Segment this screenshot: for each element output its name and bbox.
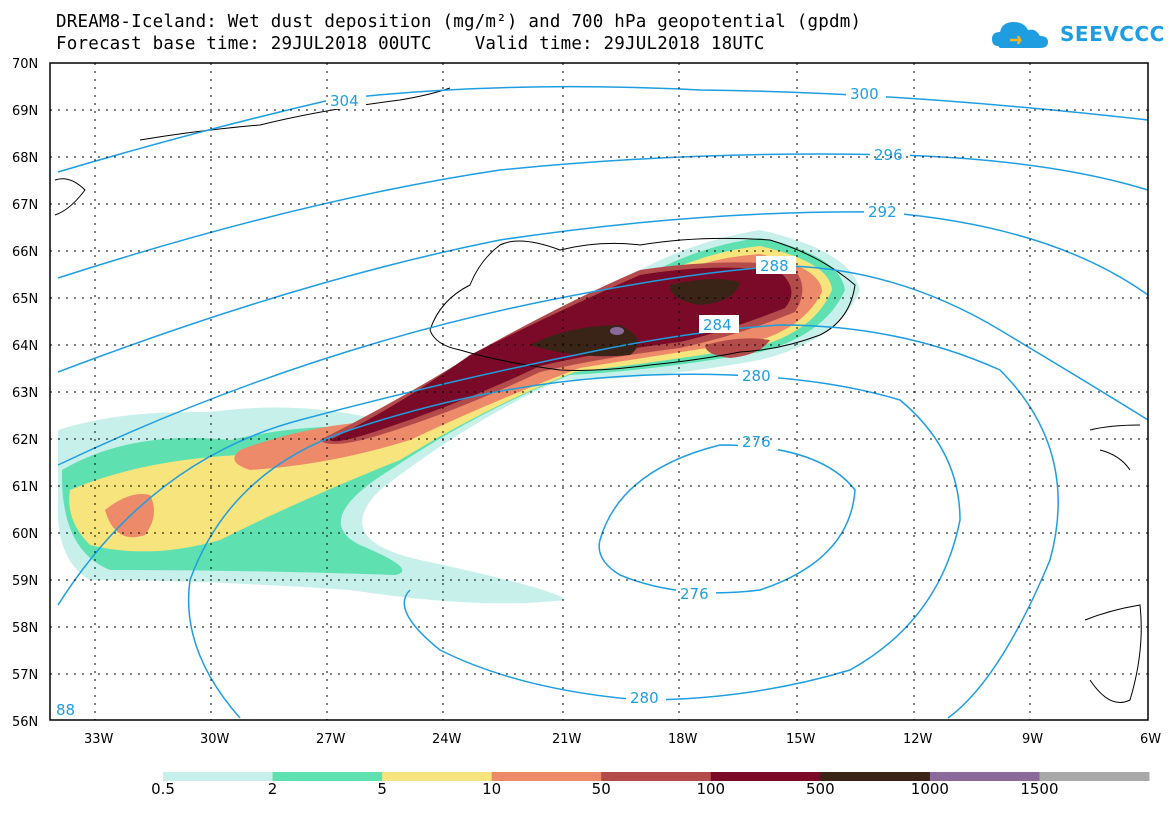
legend-label: 1000 <box>910 780 949 798</box>
svg-text:33W: 33W <box>84 732 114 747</box>
svg-text:280: 280 <box>630 689 659 707</box>
legend-swatch <box>491 772 602 781</box>
svg-text:300: 300 <box>850 85 879 103</box>
legend-swatch <box>929 772 1040 781</box>
svg-text:69N: 69N <box>12 104 38 119</box>
svg-text:292: 292 <box>868 203 897 221</box>
svg-text:62N: 62N <box>12 433 38 448</box>
legend-label: 0.5 <box>151 780 175 798</box>
legend-label: 100 <box>696 780 726 798</box>
svg-text:24W: 24W <box>432 732 462 747</box>
legend-swatch <box>382 772 493 781</box>
svg-text:27W: 27W <box>316 732 346 747</box>
svg-text:65N: 65N <box>12 292 38 307</box>
svg-text:70N: 70N <box>12 57 38 72</box>
legend-swatch <box>163 772 274 781</box>
svg-text:88: 88 <box>56 701 75 719</box>
svg-text:284: 284 <box>703 316 732 334</box>
legend-swatch <box>601 772 712 781</box>
svg-text:30W: 30W <box>200 732 230 747</box>
legend-label: 10 <box>482 780 502 798</box>
legend-label: 1500 <box>1020 780 1059 798</box>
map-subtitle: Forecast base time: 29JUL2018 00UTC Vali… <box>56 34 765 54</box>
svg-text:296: 296 <box>874 146 903 164</box>
legend-swatch <box>1039 772 1150 781</box>
svg-text:64N: 64N <box>12 339 38 354</box>
deposition-plume <box>57 230 860 604</box>
svg-text:276: 276 <box>742 433 771 451</box>
map-title: DREAM8-Iceland: Wet dust deposition (mg/… <box>56 12 862 32</box>
legend-swatch <box>710 772 821 781</box>
gridlines <box>50 63 1148 720</box>
svg-text:21W: 21W <box>552 732 582 747</box>
longitude-labels: 33W 30W 27W 24W 21W 18W 15W 12W 9W 6W <box>84 732 1161 747</box>
svg-text:61N: 61N <box>12 480 38 495</box>
svg-text:57N: 57N <box>12 668 38 683</box>
svg-text:276: 276 <box>680 585 709 603</box>
svg-text:66N: 66N <box>12 245 38 260</box>
svg-text:56N: 56N <box>12 715 38 730</box>
legend-label: 2 <box>267 780 278 798</box>
svg-text:15W: 15W <box>786 732 816 747</box>
contour-labels: 304 300 296 292 288 284 280 276 276 280 … <box>56 84 910 719</box>
svg-text:60N: 60N <box>12 527 38 542</box>
svg-text:68N: 68N <box>12 151 38 166</box>
geopotential-contours <box>57 85 1149 719</box>
legend-label: 50 <box>591 780 611 798</box>
svg-text:9W: 9W <box>1022 732 1043 747</box>
latitude-labels: 70N 69N 68N 67N 66N 65N 64N 63N 62N 61N … <box>12 57 38 730</box>
coastline <box>54 87 1142 703</box>
svg-text:59N: 59N <box>12 574 38 589</box>
svg-text:12W: 12W <box>903 732 933 747</box>
svg-text:304: 304 <box>330 92 359 110</box>
legend-label: 500 <box>806 780 835 798</box>
svg-text:280: 280 <box>742 367 771 385</box>
legend-label: 5 <box>377 780 387 798</box>
legend-swatch <box>272 772 383 781</box>
svg-text:58N: 58N <box>12 621 38 636</box>
svg-text:18W: 18W <box>668 732 698 747</box>
logo-text: SEEVCCC <box>1060 22 1165 46</box>
legend-swatch <box>820 772 931 781</box>
svg-text:67N: 67N <box>12 198 38 213</box>
svg-text:288: 288 <box>760 257 789 275</box>
cloud-logo-icon <box>992 22 1048 48</box>
svg-text:63N: 63N <box>12 386 38 401</box>
legend-colorbar <box>163 772 1150 781</box>
map-frame <box>49 62 1149 721</box>
svg-text:6W: 6W <box>1140 732 1161 747</box>
